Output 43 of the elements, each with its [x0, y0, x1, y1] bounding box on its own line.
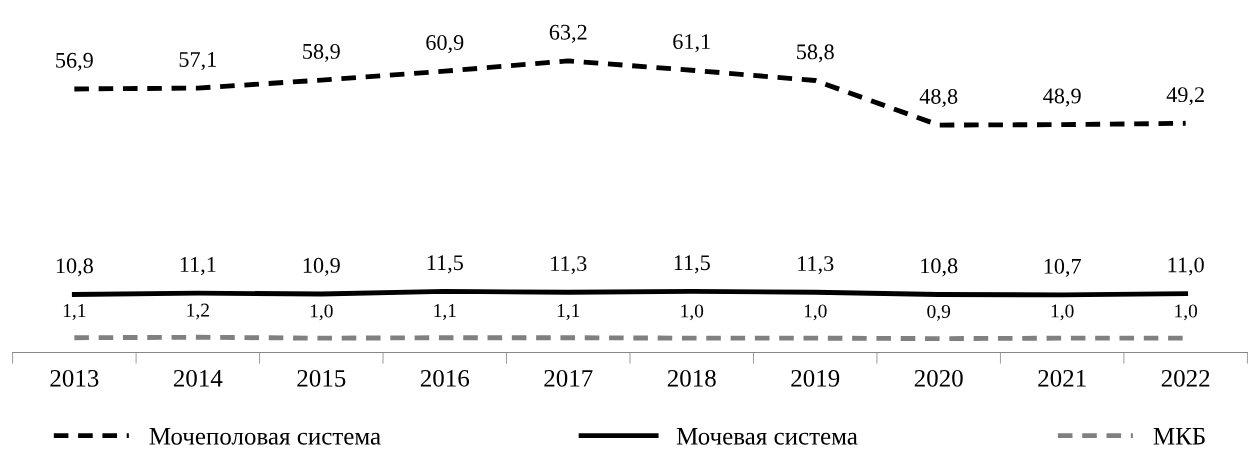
- data-label: 1,0: [310, 304, 333, 321]
- x-tick-label: 2021: [1038, 369, 1086, 387]
- data-label: 11,3: [798, 256, 834, 275]
- data-label: 1,0: [1175, 304, 1198, 321]
- x-tick-label: 2017: [544, 369, 593, 387]
- x-tick-label: 2019: [791, 369, 840, 387]
- data-label: 1,1: [434, 304, 456, 320]
- data-label: 60,9: [426, 34, 464, 54]
- data-label: 49,2: [1166, 87, 1204, 106]
- x-tick-label: 2015: [297, 369, 346, 387]
- x-tick-label: 2022: [1161, 369, 1210, 387]
- data-label: 1,0: [1051, 304, 1074, 321]
- data-label: 48,8: [919, 88, 958, 108]
- legend-label: МКБ: [1153, 428, 1205, 445]
- x-tick-label: 2013: [50, 369, 99, 387]
- data-label: 11,0: [1168, 257, 1204, 276]
- data-label: 58,8: [797, 44, 834, 63]
- data-label: 11,5: [674, 255, 710, 274]
- data-label: 10,8: [921, 258, 958, 277]
- data-label: 57,1: [179, 52, 216, 71]
- data-label: 11,5: [427, 255, 463, 274]
- data-label: 1,0: [681, 304, 704, 321]
- data-label: 11,1: [180, 257, 216, 276]
- data-label: 56,9: [56, 52, 93, 71]
- data-label: 10,7: [1044, 258, 1081, 277]
- data-label: 1,1: [63, 304, 86, 320]
- data-label: 48,9: [1043, 88, 1081, 107]
- data-label: 10,8: [56, 258, 93, 277]
- data-label: 11,3: [551, 256, 587, 275]
- x-tick-label: 2020: [914, 369, 963, 387]
- data-label: 63,2: [549, 24, 587, 43]
- x-tick-label: 2014: [173, 369, 223, 387]
- data-label: 0,9: [927, 304, 951, 321]
- data-label: 1,2: [187, 303, 209, 320]
- data-label: 1,0: [804, 304, 827, 321]
- data-label: 10,9: [303, 257, 340, 277]
- data-label: 61,1: [673, 34, 710, 53]
- x-tick-label: 2018: [667, 369, 716, 387]
- data-label: 1,1: [557, 304, 580, 320]
- data-label: 58,9: [303, 43, 340, 63]
- x-tick-label: 2016: [420, 369, 470, 387]
- legend-label: Мочеполовая система: [149, 428, 381, 445]
- legend-label: Мочевая система: [676, 428, 858, 445]
